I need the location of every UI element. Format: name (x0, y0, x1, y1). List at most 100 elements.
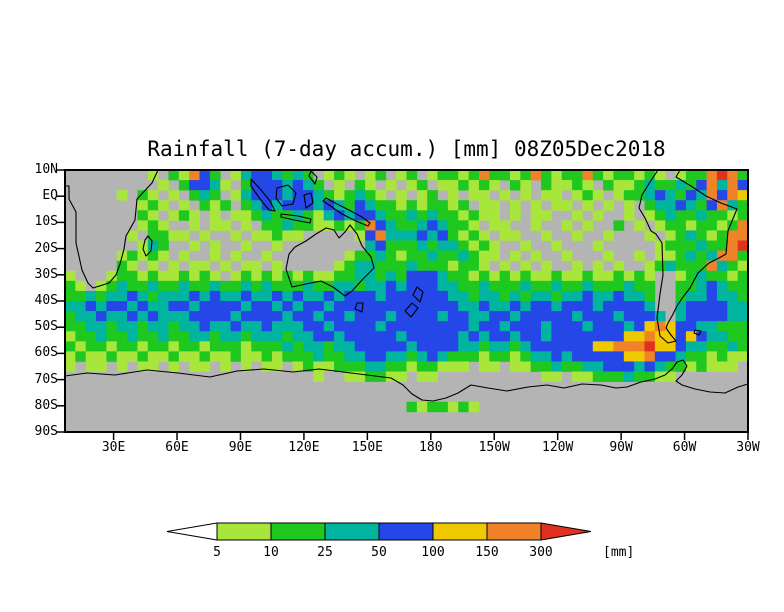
rain-cell (282, 170, 294, 181)
rain-cell (685, 270, 697, 282)
rain-cell (323, 301, 335, 312)
rain-cell (158, 351, 169, 362)
rain-cell (375, 321, 387, 332)
rain-cell (344, 311, 356, 322)
rain-cell (437, 260, 449, 272)
rain-cell (509, 290, 521, 302)
rain-cell (168, 301, 180, 312)
rain-cell (623, 301, 635, 312)
rain-cell (541, 290, 552, 302)
rain-cell (499, 301, 511, 312)
rain-cell (396, 341, 407, 352)
rain-cell (75, 321, 87, 332)
rain-cell (447, 290, 459, 302)
rain-cell (106, 290, 118, 302)
rain-cell (603, 170, 614, 181)
rain-cell (354, 230, 366, 241)
rain-cell (354, 280, 366, 292)
rain-cell (365, 290, 376, 302)
rain-cell (706, 331, 718, 342)
rain-cell (147, 190, 159, 201)
rain-cell (323, 361, 335, 372)
rain-cell (551, 270, 563, 282)
x-axis-label: 60W (672, 440, 697, 455)
rain-cell (158, 240, 169, 251)
rain-cell (261, 170, 273, 181)
rain-cell (147, 321, 159, 332)
rain-cell (572, 290, 583, 302)
rain-cell (437, 170, 449, 181)
rain-cell (147, 220, 159, 231)
rain-cell (654, 341, 666, 352)
rain-cell (354, 361, 366, 372)
rain-cell (634, 280, 645, 292)
rain-cell (654, 311, 666, 322)
rain-cell (416, 210, 428, 221)
rain-cell (603, 180, 614, 191)
rain-cell (644, 361, 656, 372)
rain-cell (230, 321, 242, 332)
rain-cell (230, 290, 242, 302)
rain-cell (65, 321, 76, 332)
rain-cell (541, 341, 552, 352)
rain-cell (416, 270, 428, 282)
rain-cell (509, 250, 521, 262)
rain-cell (209, 250, 221, 262)
rain-cell (437, 290, 449, 302)
rain-cell (654, 210, 666, 221)
rain-cell (344, 371, 356, 382)
rain-cell (116, 290, 128, 302)
rain-cell (427, 260, 438, 272)
rain-cell (189, 190, 200, 201)
rain-cell (572, 351, 583, 362)
rainfall-shading (65, 170, 749, 413)
rain-cell (282, 190, 294, 201)
rain-cell (447, 240, 459, 251)
rain-cell (385, 351, 397, 362)
rain-cell (644, 280, 656, 292)
rain-cell (365, 200, 376, 211)
rain-cell (530, 170, 542, 181)
rain-cell (458, 351, 469, 362)
coastline-madagascar (142, 235, 153, 257)
rain-cell (406, 170, 418, 181)
rain-cell (127, 301, 138, 312)
rain-cell (603, 301, 614, 312)
rain-cell (696, 361, 707, 372)
y-axis-label: 10S (34, 214, 58, 230)
rain-cell (478, 200, 490, 211)
rain-cell (147, 250, 159, 262)
colorbar-segment (486, 522, 542, 541)
rain-cell (116, 321, 128, 332)
rain-cell (292, 180, 304, 191)
colorbar-tick-label: 10 (263, 545, 279, 560)
rain-cell (271, 301, 283, 312)
rain-cell (209, 220, 221, 231)
rain-cell (572, 331, 583, 342)
rain-cell (116, 341, 128, 352)
rain-cell (561, 361, 573, 372)
rain-cell (520, 270, 532, 282)
rain-cell (427, 361, 438, 372)
rain-cell (323, 210, 335, 221)
rain-cell (96, 331, 107, 342)
rain-cell (251, 200, 262, 211)
rain-cell (696, 190, 707, 201)
rain-cell (541, 210, 552, 221)
rain-cell (220, 331, 231, 342)
y-axis-label: 50S (34, 319, 58, 335)
rain-cell (665, 361, 676, 372)
rain-cell (582, 361, 594, 372)
rain-cell (613, 180, 625, 191)
rain-cell (416, 361, 428, 372)
rain-cell (572, 260, 583, 272)
rain-cell (178, 170, 190, 181)
rain-cell (613, 331, 625, 342)
rain-cell (178, 280, 190, 292)
rain-cell (127, 270, 138, 282)
rain-cell (685, 210, 697, 221)
rain-cell (654, 220, 666, 231)
rain-cell (240, 311, 252, 322)
rain-cell (354, 351, 366, 362)
rain-cell (137, 220, 149, 231)
